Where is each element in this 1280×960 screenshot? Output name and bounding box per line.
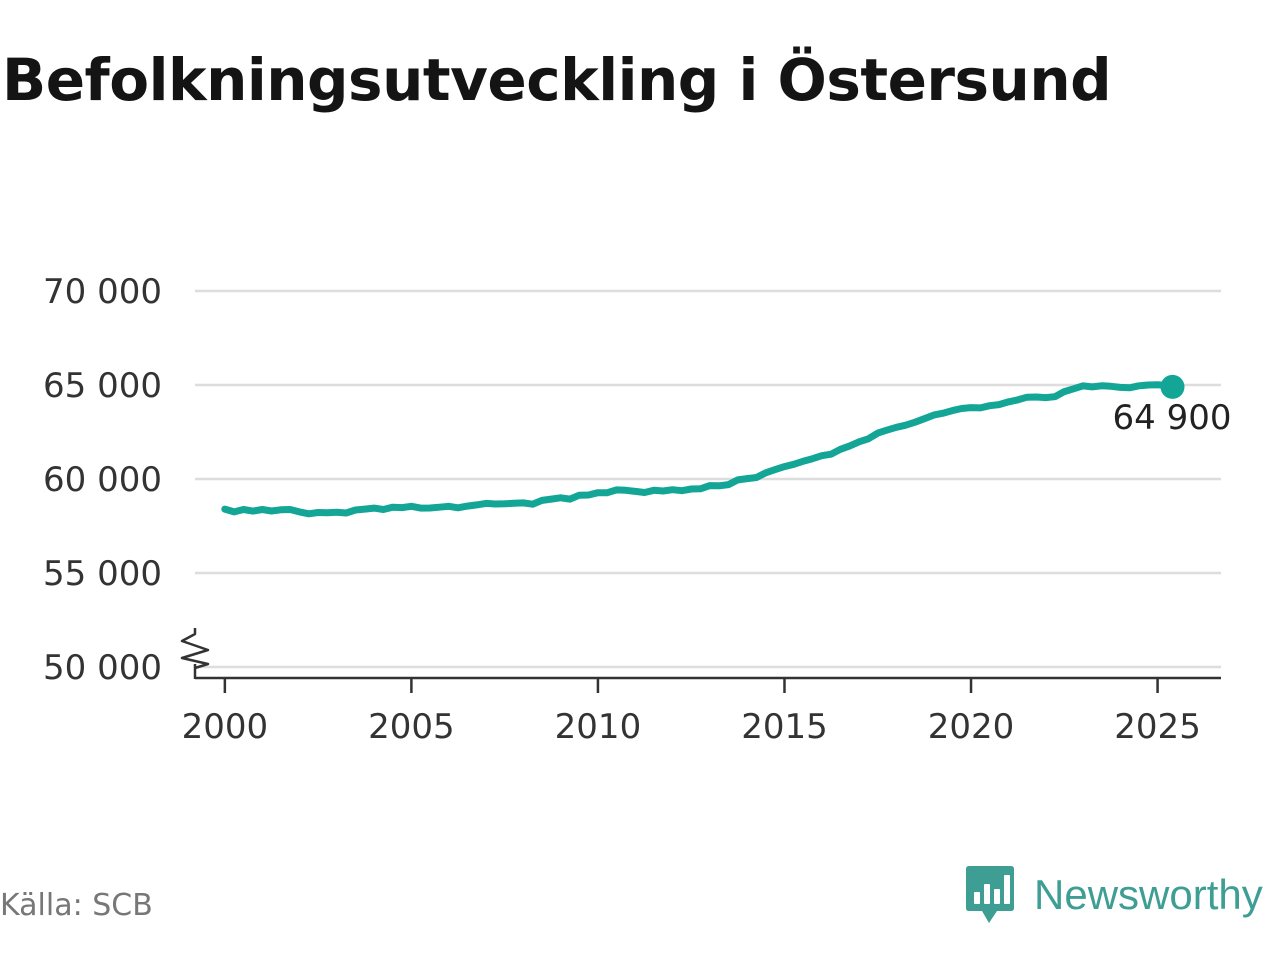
x-tick-label-2025: 2025 [1114, 707, 1201, 747]
gridlines [195, 289, 1221, 669]
y-tick-label-50000: 50 000 [43, 648, 162, 688]
y-tick-label-60000: 60 000 [43, 460, 162, 500]
x-tick-label-2000: 2000 [182, 707, 269, 747]
x-tick-label-2010: 2010 [555, 707, 642, 747]
chart-title: Befolkningsutveckling i Östersund [2, 46, 1112, 114]
y-axis-tick-labels: 50 000 55 000 60 000 65 000 70 000 [43, 272, 162, 688]
population-line [221, 381, 1176, 518]
y-tick-label-65000: 65 000 [43, 366, 162, 406]
y-tick-label-70000: 70 000 [43, 272, 162, 312]
x-tick-label-2020: 2020 [928, 707, 1015, 747]
x-tick-label-2015: 2015 [741, 707, 828, 747]
brand-name: Newsworthy [1034, 871, 1263, 918]
y-axis-break-icon [180, 628, 210, 670]
source-label: Källa: SCB [0, 888, 153, 923]
x-tick-label-2005: 2005 [368, 707, 455, 747]
x-axis-ticks: 2000 2005 2010 2015 2020 2025 [182, 679, 1201, 747]
y-tick-label-55000: 55 000 [43, 554, 162, 594]
newsworthy-logo[interactable]: Newsworthy [964, 864, 1263, 926]
last-data-point[interactable] [1160, 374, 1185, 399]
x-axis [180, 628, 1221, 680]
newsworthy-chart-bubble-icon [966, 866, 1014, 923]
last-value-label: 64 900 [1113, 398, 1232, 438]
